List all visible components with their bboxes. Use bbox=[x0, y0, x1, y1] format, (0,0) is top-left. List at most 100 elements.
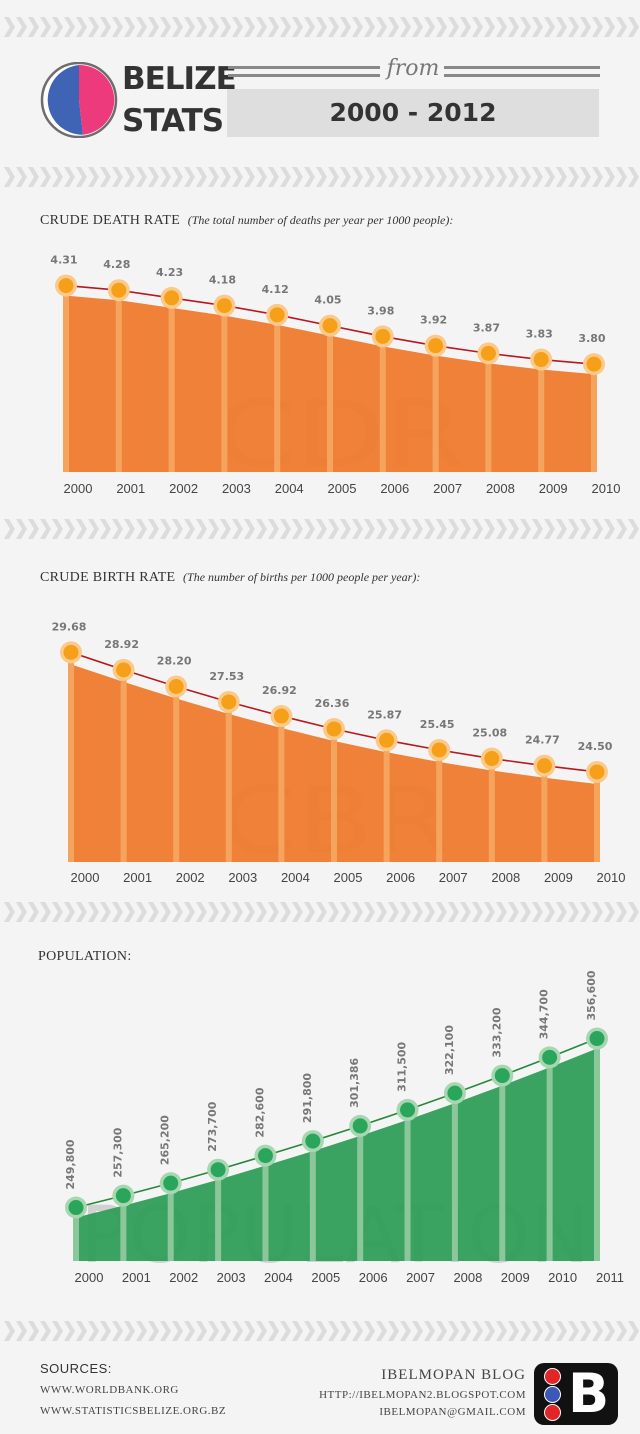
x-tick-label: 2000 bbox=[64, 481, 93, 496]
data-point bbox=[586, 356, 602, 372]
chevron-mark bbox=[64, 902, 75, 922]
x-tick-label: 2005 bbox=[311, 1270, 340, 1285]
chevron-mark bbox=[148, 519, 159, 539]
from-label: from bbox=[386, 56, 440, 81]
x-tick-label: 2003 bbox=[222, 481, 251, 496]
chevron-mark bbox=[160, 17, 171, 37]
crude-death-rate-chart: CDR4.314.284.234.184.124.053.983.923.873… bbox=[50, 254, 620, 496]
data-stem bbox=[451, 1093, 458, 1261]
chevron-mark bbox=[28, 1321, 39, 1341]
chevron-mark bbox=[292, 167, 303, 187]
chevron-divider bbox=[4, 1321, 639, 1341]
chevron-mark bbox=[124, 17, 135, 37]
data-point bbox=[116, 662, 132, 678]
cbr-subtitle: (The number of births per 1000 people pe… bbox=[183, 570, 421, 584]
chevron-mark bbox=[616, 902, 627, 922]
chevron-mark bbox=[160, 519, 171, 539]
blog-url-link[interactable]: HTTP://IBELMOPAN2.BLOGSPOT.COM bbox=[319, 1389, 526, 1401]
data-point bbox=[431, 742, 447, 758]
chevron-mark bbox=[472, 1321, 483, 1341]
chevron-mark bbox=[124, 902, 135, 922]
chevron-mark bbox=[280, 167, 291, 187]
chevron-mark bbox=[472, 519, 483, 539]
chevron-mark bbox=[100, 167, 111, 187]
chevron-mark bbox=[556, 167, 567, 187]
chevron-mark bbox=[172, 519, 183, 539]
x-tick-label: 2007 bbox=[433, 481, 462, 496]
value-label: 249,800 bbox=[64, 1139, 77, 1189]
chevron-mark bbox=[112, 902, 123, 922]
data-stem bbox=[168, 297, 175, 472]
chevron-mark bbox=[244, 519, 255, 539]
chevron-mark bbox=[448, 519, 459, 539]
chevron-mark bbox=[436, 17, 447, 37]
chevron-mark bbox=[412, 167, 423, 187]
chevron-mark bbox=[460, 167, 471, 187]
chevron-mark bbox=[616, 1321, 627, 1341]
chevron-mark bbox=[100, 519, 111, 539]
data-point bbox=[494, 1068, 510, 1084]
chevron-mark bbox=[352, 1321, 363, 1341]
chevron-mark bbox=[352, 519, 363, 539]
value-label: 25.45 bbox=[420, 718, 455, 731]
chevron-mark bbox=[16, 167, 27, 187]
data-stem bbox=[404, 1109, 411, 1261]
chevron-mark bbox=[328, 167, 339, 187]
chevron-mark bbox=[484, 1321, 495, 1341]
cdr-title: CRUDE DEATH RATE bbox=[40, 213, 181, 228]
chevron-mark bbox=[556, 902, 567, 922]
data-point bbox=[164, 290, 180, 306]
pie-slice-blue bbox=[47, 65, 83, 135]
chevron-mark bbox=[256, 17, 267, 37]
chevron-mark bbox=[172, 17, 183, 37]
data-point bbox=[447, 1085, 463, 1101]
chevron-mark bbox=[268, 167, 279, 187]
chevron-mark bbox=[352, 167, 363, 187]
data-stem bbox=[215, 1169, 222, 1261]
data-stem bbox=[485, 353, 492, 472]
year-range-box: 2000 - 2012 bbox=[227, 89, 599, 137]
source-worldbank-link[interactable]: WWW.WORLDBANK.ORG bbox=[40, 1384, 179, 1396]
x-tick-label: 2001 bbox=[123, 870, 152, 885]
chevron-mark bbox=[388, 1321, 399, 1341]
chevron-mark bbox=[220, 167, 231, 187]
chevron-mark bbox=[508, 17, 519, 37]
year-range: 2000 - 2012 bbox=[329, 98, 497, 127]
chevron-mark bbox=[412, 1321, 423, 1341]
chevron-mark bbox=[532, 519, 543, 539]
chevron-mark bbox=[220, 902, 231, 922]
source-statisticsbelize-link[interactable]: WWW.STATISTICSBELIZE.ORG.BZ bbox=[40, 1405, 227, 1417]
blog-email-link[interactable]: IBELMOPAN@GMAIL.COM bbox=[379, 1406, 526, 1418]
x-tick-label: 2007 bbox=[406, 1270, 435, 1285]
data-stem bbox=[436, 750, 443, 862]
chevron-mark bbox=[124, 1321, 135, 1341]
x-tick-label: 2001 bbox=[116, 481, 145, 496]
value-label: 4.12 bbox=[262, 283, 289, 296]
chevron-mark bbox=[472, 902, 483, 922]
chevron-mark bbox=[508, 167, 519, 187]
value-label: 291,800 bbox=[301, 1073, 314, 1123]
chevron-mark bbox=[4, 902, 15, 922]
chevron-mark bbox=[412, 902, 423, 922]
chevron-mark bbox=[268, 902, 279, 922]
value-label: 273,700 bbox=[206, 1101, 219, 1151]
chevron-mark bbox=[220, 1321, 231, 1341]
data-point bbox=[111, 282, 127, 298]
chevron-mark bbox=[316, 902, 327, 922]
data-stem bbox=[173, 686, 180, 862]
data-point bbox=[352, 1118, 368, 1134]
x-tick-label: 2005 bbox=[334, 870, 363, 885]
chevron-mark bbox=[184, 17, 195, 37]
value-label: 4.28 bbox=[103, 258, 130, 271]
chevron-mark bbox=[256, 167, 267, 187]
chevron-mark bbox=[184, 902, 195, 922]
x-tick-label: 2008 bbox=[491, 870, 520, 885]
x-tick-label: 2009 bbox=[539, 481, 568, 496]
chevron-mark bbox=[424, 17, 435, 37]
value-label: 3.98 bbox=[367, 304, 394, 317]
chevron-mark bbox=[532, 1321, 543, 1341]
chevron-mark bbox=[628, 167, 639, 187]
chevron-mark bbox=[292, 1321, 303, 1341]
chevron-mark bbox=[40, 519, 51, 539]
chevron-mark bbox=[184, 167, 195, 187]
